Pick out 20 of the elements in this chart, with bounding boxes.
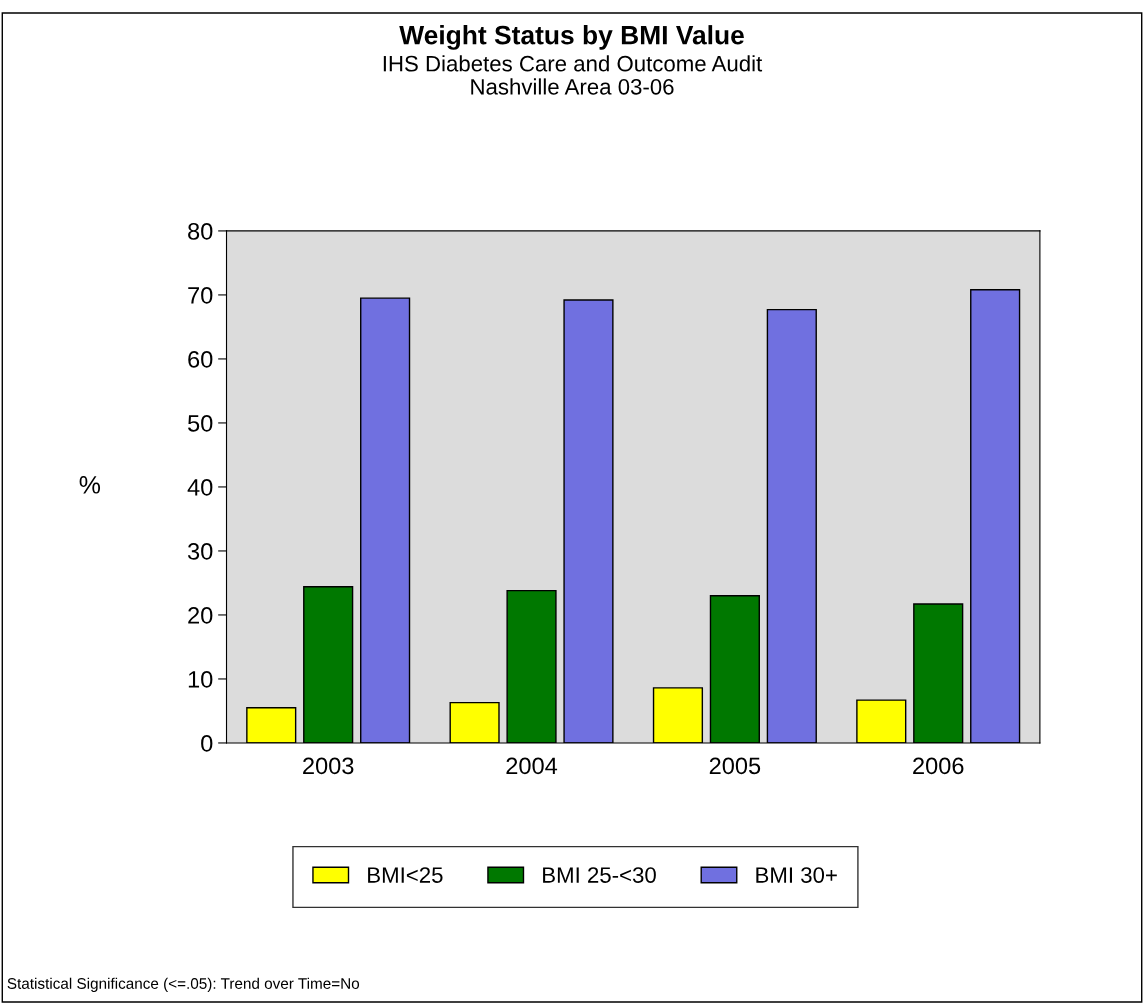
x-tick-label: 2006 — [913, 757, 964, 775]
y-tick-label: 70 — [188, 286, 213, 304]
y-tick-label: 10 — [188, 671, 213, 688]
y-axis-title: % — [79, 476, 101, 494]
legend-label: BMI 30+ — [756, 867, 837, 883]
legend-label: BMI 25-<30 — [543, 867, 656, 883]
legend-label: BMI<25 — [368, 867, 443, 883]
x-tick-label: 2003 — [303, 757, 354, 775]
y-tick-label: 20 — [188, 607, 213, 624]
y-tick-label: 30 — [187, 543, 213, 560]
chart-subtitle: IHS Diabetes Care and Outcome Audit Nashville Area 03-06 — [383, 55, 763, 95]
x-tick-label: 2004 — [506, 757, 558, 775]
y-tick-label: 0 — [201, 735, 213, 752]
x-tick-label: 2005 — [709, 757, 761, 775]
y-tick-label: 40 — [187, 479, 213, 496]
y-tick-label: 60 — [188, 351, 213, 368]
y-tick-label: 80 — [188, 222, 213, 240]
y-tick-label: 50 — [188, 415, 213, 432]
chart-title: Weight Status by BMI Value — [399, 25, 744, 50]
text: Statistical Significance (<=.05): Trend over Time=No — [7, 977, 360, 992]
